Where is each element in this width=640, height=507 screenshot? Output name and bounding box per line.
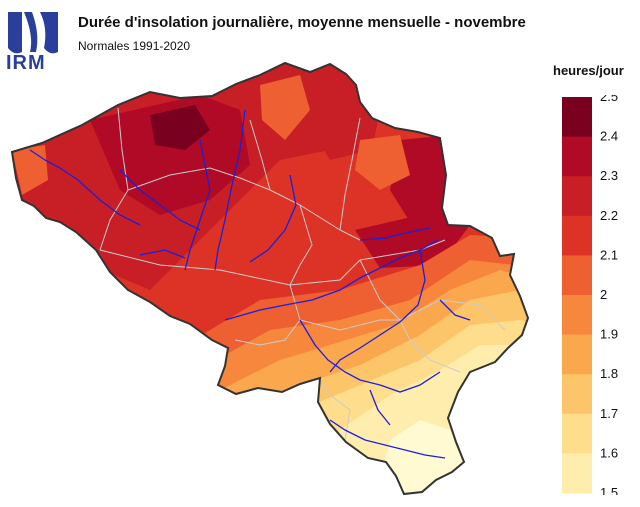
- sunshine-bands: [12, 63, 528, 494]
- map-subtitle: Normales 1991-2020: [78, 39, 191, 53]
- legend-swatch: [562, 413, 592, 454]
- color-legend: 2.5 2.4 2.3 2.2 2.1 2 1.9 1.8 1.7 1.6 1.5: [562, 95, 618, 495]
- legend-tick-label: 2.5: [600, 95, 618, 104]
- legend-swatch: [562, 374, 592, 415]
- legend-tick-label: 1.9: [600, 327, 618, 342]
- belgium-map: [11, 62, 529, 495]
- legend-swatch: [562, 176, 592, 217]
- legend-swatch: [562, 97, 592, 138]
- legend-tick-label: 2.2: [600, 208, 618, 223]
- legend-tick-label: 1.7: [600, 406, 618, 421]
- legend-tick-label: 1.5: [600, 485, 618, 495]
- legend-swatch: [562, 453, 592, 494]
- legend-unit: heures/jour: [553, 63, 624, 78]
- legend-swatch: [562, 334, 592, 375]
- logo-text: IRM: [6, 52, 46, 74]
- legend-tick-label: 2.4: [600, 129, 618, 144]
- province-borders: [99, 107, 506, 441]
- legend-swatch: [562, 136, 592, 177]
- legend-tick-label: 2.1: [600, 247, 618, 262]
- legend-swatch: [562, 295, 592, 336]
- map-title: Durée d'insolation journalière, moyenne …: [78, 14, 526, 31]
- legend-tick-label: 2: [600, 287, 607, 302]
- legend-tick-label: 1.6: [600, 445, 618, 460]
- legend-tick-label: 1.8: [600, 366, 618, 381]
- legend-tick-label: 2.3: [600, 168, 618, 183]
- legend-swatch: [562, 255, 592, 296]
- rivers: [29, 109, 471, 459]
- legend-swatch: [562, 215, 592, 256]
- irm-logo: [8, 12, 58, 54]
